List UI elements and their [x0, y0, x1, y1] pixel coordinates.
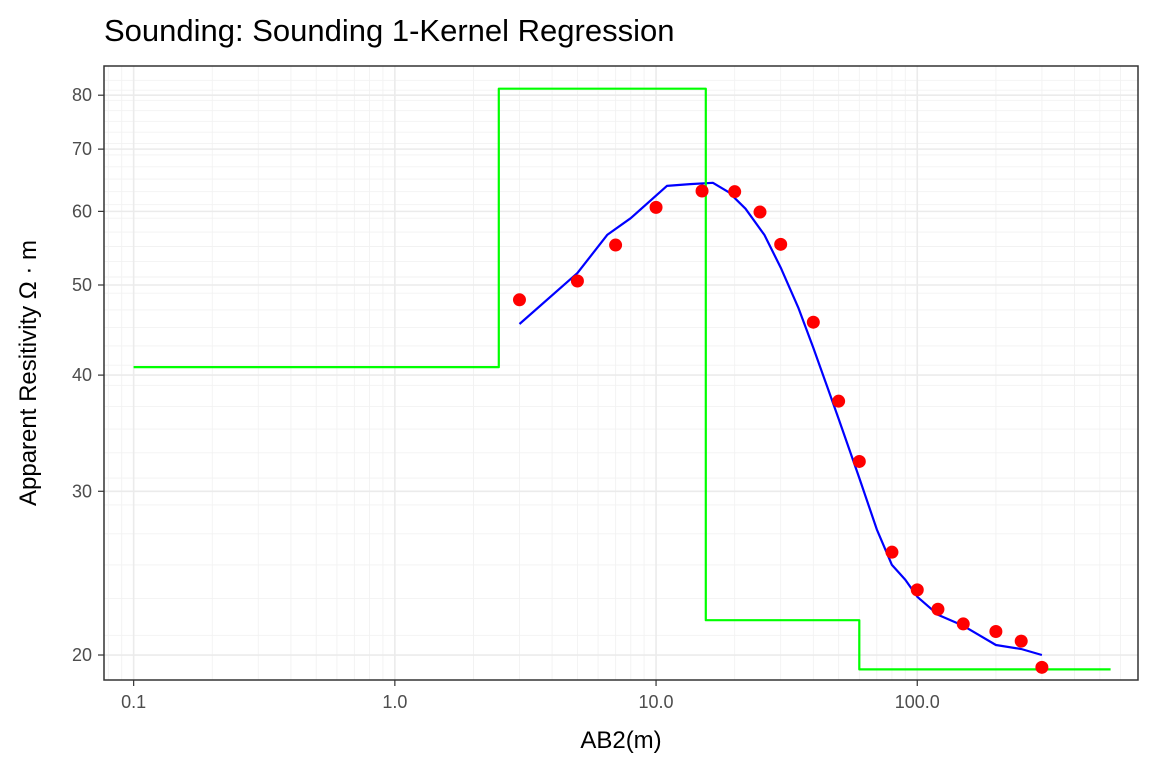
observed-data-point [931, 602, 945, 616]
y-tick-label: 50 [72, 275, 92, 295]
grid [104, 66, 1138, 680]
observed-data-point [753, 205, 767, 219]
y-tick-label: 70 [72, 139, 92, 159]
x-tick-label: 10.0 [639, 692, 674, 712]
observed-data-point [774, 237, 788, 251]
observed-data-point [1035, 660, 1049, 674]
y-tick-label: 20 [72, 645, 92, 665]
observed-data-point [910, 583, 924, 597]
observed-data-point [832, 394, 846, 408]
observed-data-point [885, 545, 899, 559]
observed-data-point [609, 238, 623, 252]
y-tick-label: 60 [72, 201, 92, 221]
observed-data-point [570, 274, 584, 288]
observed-data-point [956, 617, 970, 631]
plot-panel-border [103, 65, 1139, 681]
observed-data-point [852, 454, 866, 468]
observed-data-point [649, 200, 663, 214]
observed-data-point [695, 184, 709, 198]
chart-title: Sounding: Sounding 1-Kernel Regression [104, 13, 674, 48]
x-axis-title: AB2(m) [580, 727, 661, 754]
layer-model-step-line [133, 87, 1111, 671]
observed-data-point [806, 315, 820, 329]
plot-data [133, 87, 1111, 674]
y-tick-label: 30 [72, 481, 92, 501]
axes: 0.1 1.0 10.0 100.0 20 30 40 50 60 70 80 [72, 85, 940, 712]
y-tick-label: 80 [72, 85, 92, 105]
observed-data-point [989, 624, 1003, 638]
observed-data-point [512, 293, 526, 307]
y-tick-label: 40 [72, 365, 92, 385]
y-axis-title: Apparent Resitivity Ω · m [15, 240, 42, 506]
x-tick-label: 0.1 [121, 692, 146, 712]
x-tick-label: 100.0 [895, 692, 940, 712]
x-tick-label: 1.0 [382, 692, 407, 712]
observed-data-point [1014, 634, 1028, 648]
observed-data-point [728, 185, 742, 199]
